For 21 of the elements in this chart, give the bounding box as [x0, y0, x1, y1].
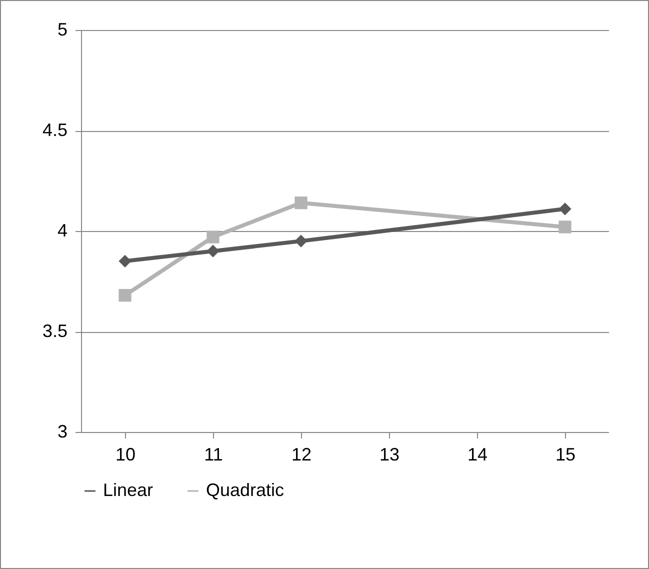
x-tick-label: 14: [467, 444, 488, 464]
x-tick-label: 15: [555, 444, 576, 464]
legend-label: Quadratic: [206, 480, 284, 500]
x-tick-label: 12: [291, 444, 312, 464]
legend-label: Linear: [103, 480, 154, 500]
point: [294, 234, 308, 248]
y-tick-label: 4: [57, 220, 68, 240]
point: [206, 244, 220, 258]
y-tick-label: 3.5: [42, 321, 68, 341]
point: [118, 254, 132, 268]
point: [118, 288, 132, 302]
y-tick-label: 3: [57, 422, 68, 442]
y-tick-label: 4.5: [42, 120, 68, 140]
x-tick-label: 11: [204, 444, 223, 464]
point: [558, 220, 572, 234]
point: [558, 202, 572, 216]
point: [206, 230, 220, 244]
x-tick-label: 13: [379, 444, 400, 464]
point: [294, 196, 308, 210]
x-tick-label: 10: [115, 444, 136, 464]
y-tick-label: 5: [57, 20, 68, 40]
